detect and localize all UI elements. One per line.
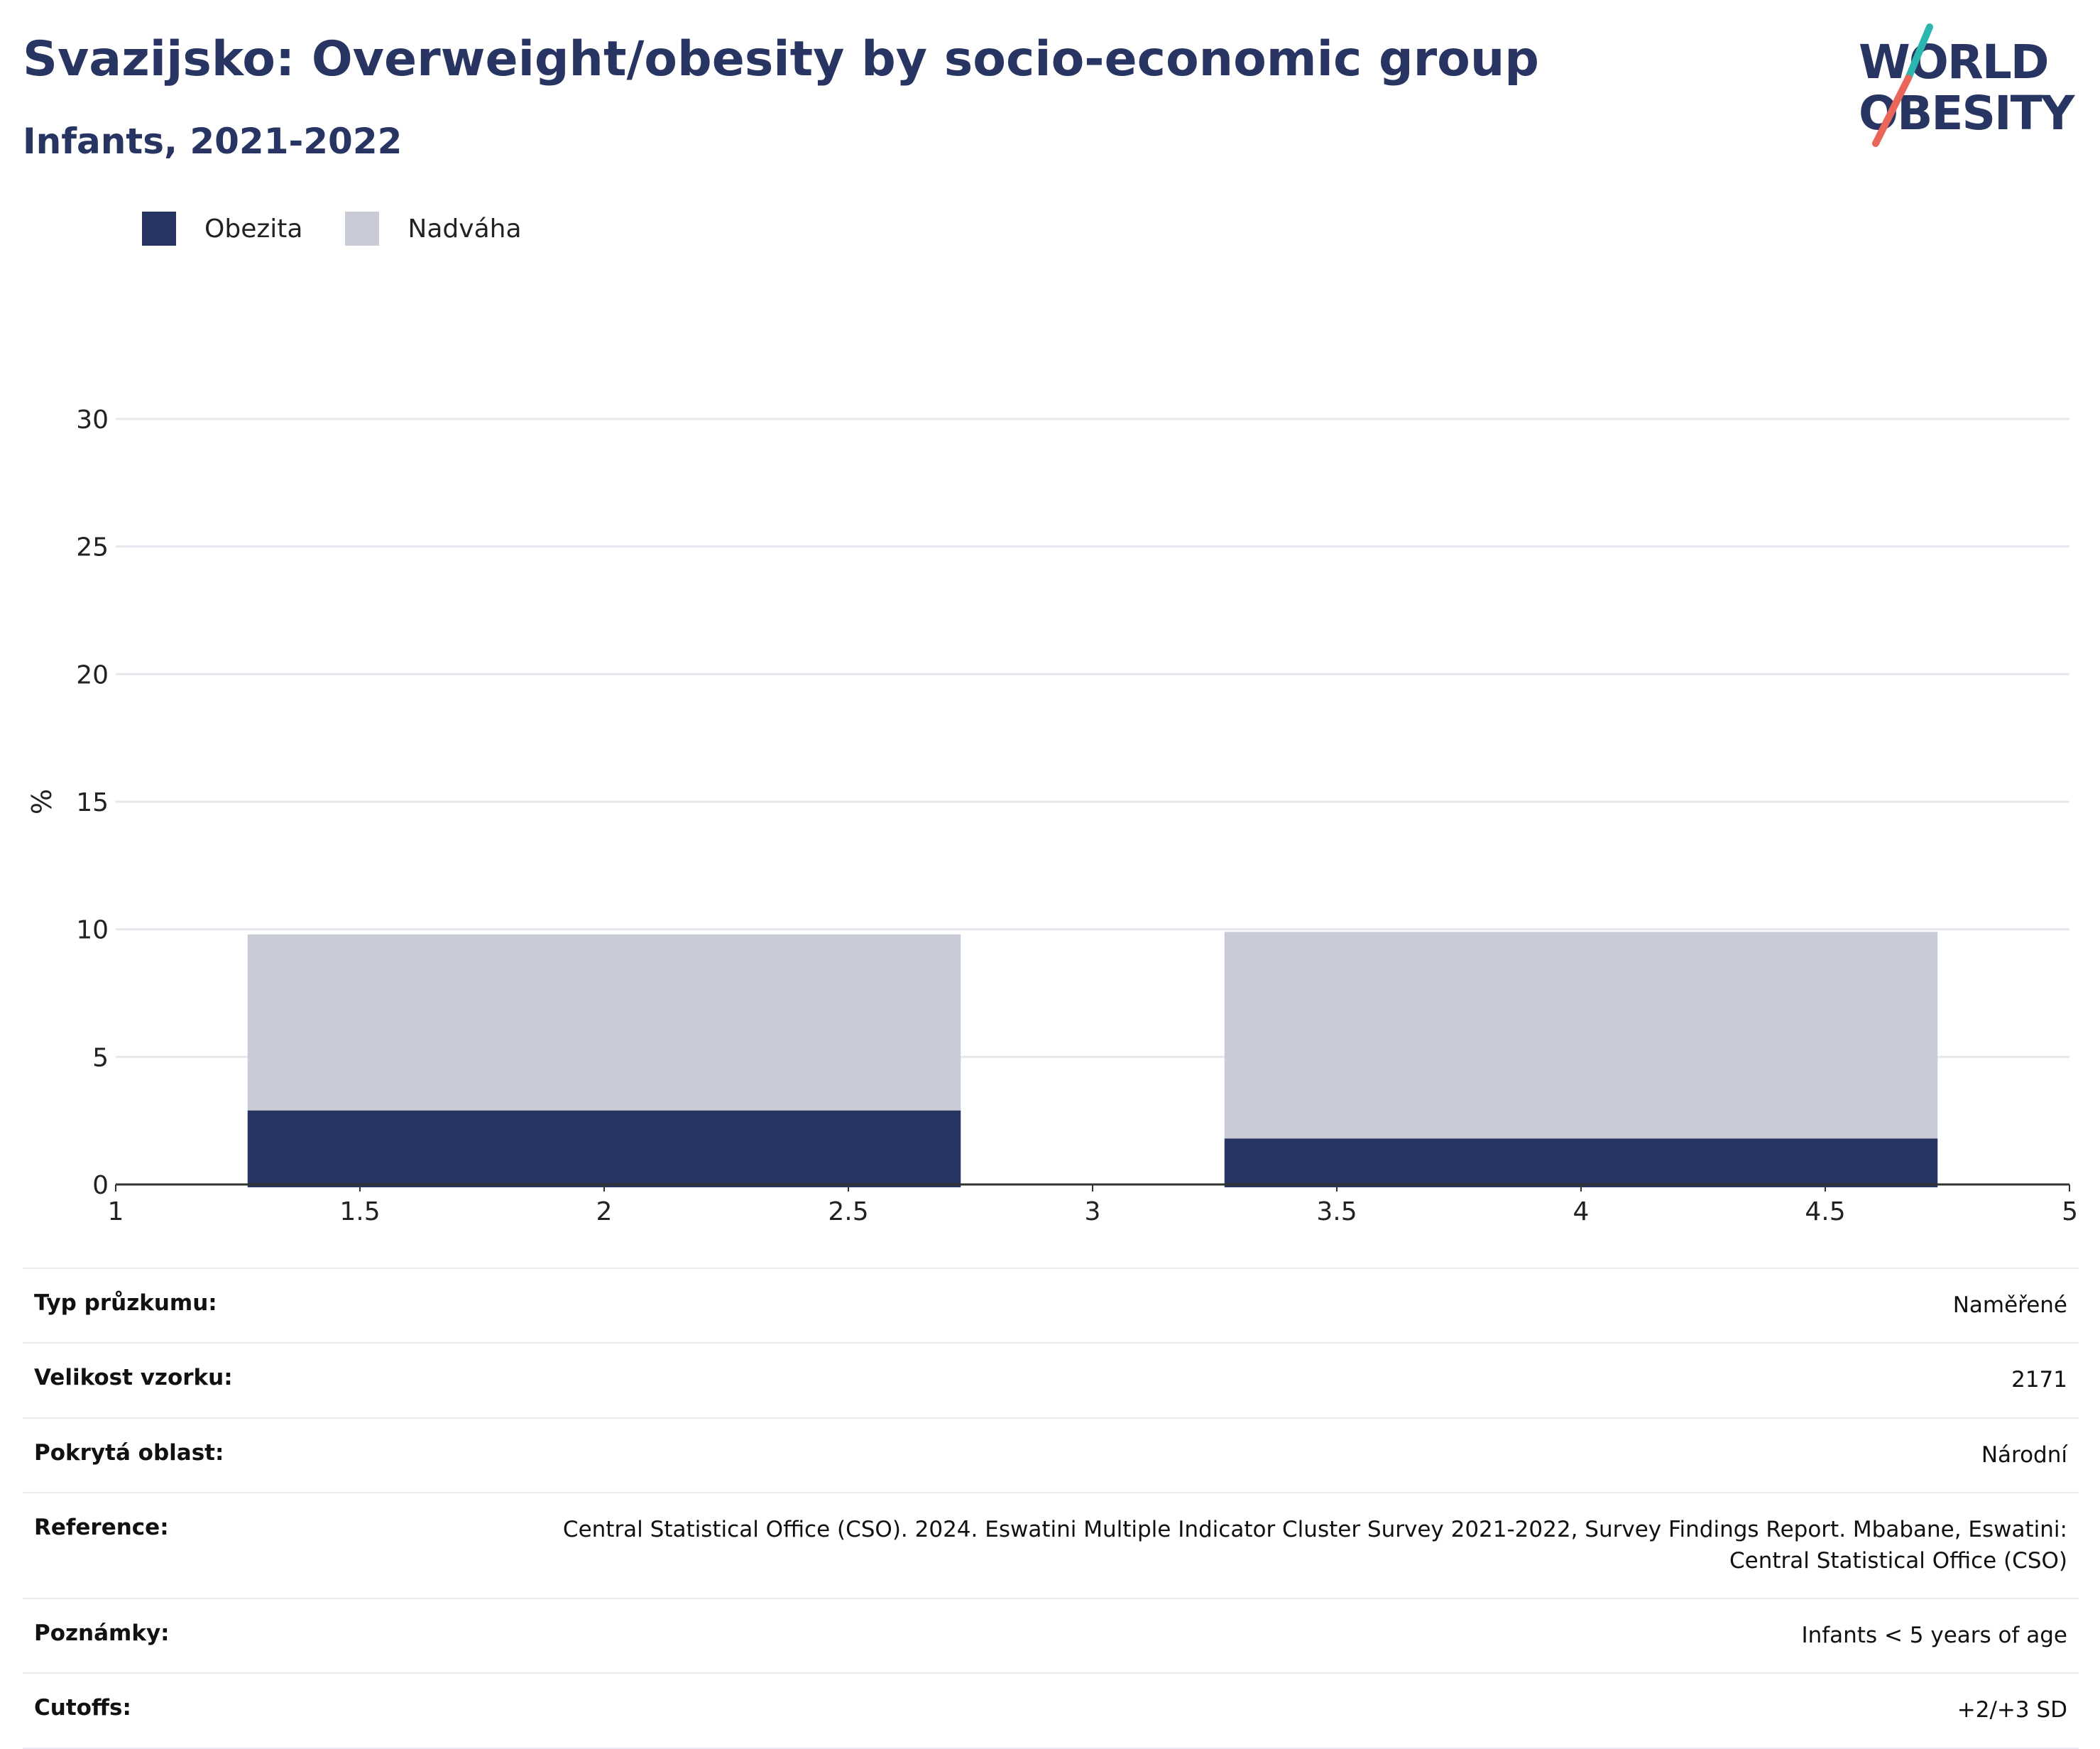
info-key: Poznámky:: [34, 1620, 170, 1646]
info-value: Naměřené: [1952, 1292, 2067, 1318]
x-tick-label: 1: [108, 1197, 124, 1226]
survey-info-table: Typ průzkumu: Naměřené Velikost vzorku: 217…: [23, 1268, 2079, 1749]
info-row: Velikost vzorku: 2171: [23, 1342, 2079, 1417]
info-value: Infants < 5 years of age: [1801, 1622, 2067, 1648]
y-tick-label: 30: [76, 405, 109, 435]
legend-swatch-obesity: [142, 212, 176, 246]
svg-text:OBESITY: OBESITY: [1859, 86, 2076, 141]
x-tick-label: 4.5: [1805, 1197, 1845, 1226]
bar-overweight-1: [247, 934, 961, 1111]
info-row: Reference: Central Statistical Office (CS…: [23, 1492, 2079, 1598]
bar-overweight-2: [1224, 932, 1938, 1139]
chart-bars: [247, 932, 1938, 1187]
bar-chart: 0 5 10 15 20 25 30 1 1.5 2 2.5 3 3.5 4 4.5 5%: [26, 405, 2078, 1226]
legend-item-obesity[interactable]: Obezita: [142, 212, 302, 246]
info-row: Cutoffs: +2/+3 SD: [23, 1672, 2079, 1749]
legend-label-overweight: Nadváha: [408, 214, 522, 244]
y-tick-label: 0: [92, 1171, 109, 1200]
info-key: Pokrytá oblast:: [34, 1439, 224, 1466]
x-tick-label: 3: [1085, 1197, 1101, 1226]
info-value: Central Statistical Office (CSO). 2024. …: [562, 1517, 2067, 1574]
bar-obesity-2: [1224, 1138, 1938, 1187]
svg-text:WORLD: WORLD: [1859, 35, 2048, 89]
y-tick-label: 20: [76, 660, 109, 690]
info-key: Cutoffs:: [34, 1695, 131, 1721]
y-tick-label: 25: [76, 533, 109, 562]
y-axis-label: %: [26, 789, 58, 814]
info-key: Velikost vzorku:: [34, 1365, 233, 1391]
info-value: +2/+3 SD: [1957, 1697, 2067, 1723]
page-subtitle: Infants, 2021-2022: [23, 121, 403, 162]
chart-axes: 0 5 10 15 20 25 30 1 1.5 2 2.5 3 3.5 4 4.5 5%: [26, 405, 2078, 1226]
info-row: Pokrytá oblast: Národní: [23, 1417, 2079, 1492]
y-tick-label: 5: [92, 1043, 109, 1072]
x-tick-label: 3.5: [1316, 1197, 1357, 1226]
page-title: Svazijsko: Overweight/obesity by socio-e…: [23, 31, 1539, 87]
info-row: Poznámky: Infants < 5 years of age: [23, 1597, 2079, 1672]
info-value: Národní: [1981, 1442, 2067, 1468]
x-tick-label: 5: [2062, 1197, 2078, 1226]
info-row: Typ průzkumu: Naměřené: [23, 1268, 2079, 1342]
y-tick-label: 10: [76, 916, 109, 945]
info-value: 2171: [2011, 1367, 2067, 1393]
y-tick-label: 15: [76, 788, 109, 817]
x-tick-label: 2.5: [828, 1197, 868, 1226]
legend-swatch-overweight: [345, 212, 380, 246]
bar-obesity-1: [247, 1110, 961, 1187]
info-key: Typ průzkumu:: [34, 1290, 217, 1316]
x-tick-label: 2: [596, 1197, 613, 1226]
info-key: Reference:: [34, 1515, 169, 1541]
legend-item-overweight[interactable]: Nadváha: [345, 212, 522, 246]
chart-legend: Obezita Nadváha: [142, 210, 564, 247]
legend-label-obesity: Obezita: [204, 214, 303, 244]
x-tick-label: 1.5: [339, 1197, 380, 1226]
x-tick-label: 4: [1573, 1197, 1590, 1226]
world-obesity-logo: WORLD OBESITY: [1859, 23, 2077, 147]
